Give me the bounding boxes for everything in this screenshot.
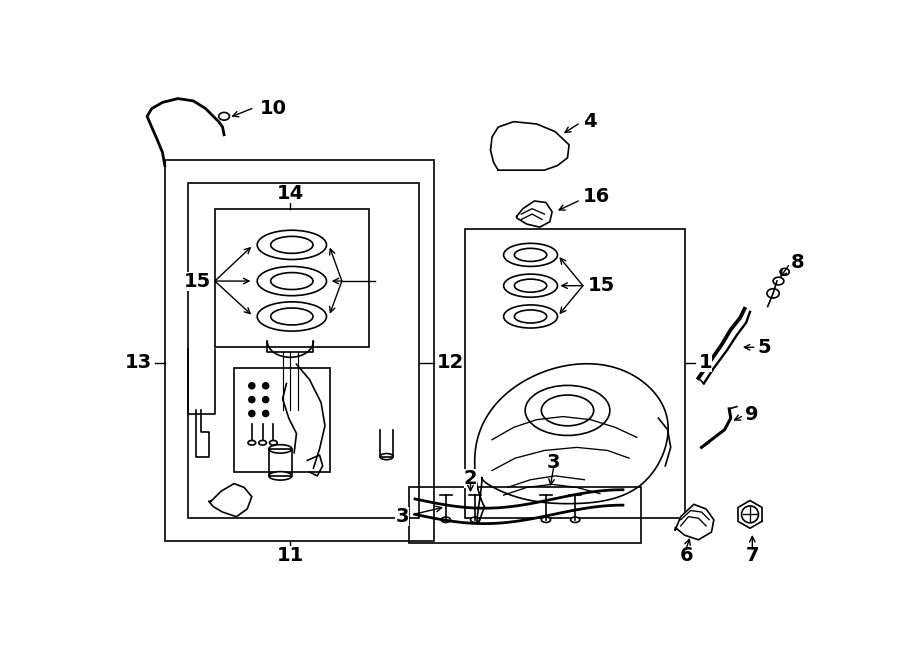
Polygon shape — [491, 122, 569, 170]
Bar — [188, 183, 418, 518]
Text: 8: 8 — [791, 253, 805, 272]
Ellipse shape — [531, 143, 542, 151]
Text: 4: 4 — [583, 112, 597, 131]
Text: 2: 2 — [464, 469, 477, 488]
Text: 16: 16 — [583, 187, 610, 206]
Ellipse shape — [380, 453, 393, 459]
Text: 11: 11 — [276, 546, 304, 564]
Ellipse shape — [219, 112, 230, 120]
Circle shape — [263, 397, 269, 403]
Text: 15: 15 — [589, 276, 616, 295]
Ellipse shape — [773, 277, 784, 285]
Ellipse shape — [508, 149, 519, 156]
Circle shape — [248, 383, 255, 389]
Ellipse shape — [258, 440, 266, 445]
Text: 13: 13 — [124, 353, 152, 372]
Text: 10: 10 — [259, 99, 286, 118]
Ellipse shape — [534, 145, 539, 149]
Ellipse shape — [441, 517, 451, 522]
Ellipse shape — [742, 506, 759, 523]
Ellipse shape — [780, 268, 789, 275]
Circle shape — [248, 410, 255, 416]
Ellipse shape — [248, 440, 256, 445]
Ellipse shape — [511, 151, 517, 155]
Bar — [165, 160, 435, 541]
Ellipse shape — [571, 517, 580, 522]
Text: 5: 5 — [758, 338, 771, 357]
Bar — [409, 487, 642, 543]
Circle shape — [263, 410, 269, 416]
Text: 3: 3 — [395, 507, 409, 526]
Bar — [465, 229, 685, 518]
Bar — [215, 209, 369, 347]
Ellipse shape — [541, 517, 551, 522]
Text: 7: 7 — [745, 546, 759, 564]
Polygon shape — [675, 504, 714, 540]
Ellipse shape — [269, 472, 292, 480]
Circle shape — [263, 383, 269, 389]
Text: 15: 15 — [184, 272, 211, 291]
Text: 12: 12 — [436, 353, 464, 372]
Text: 14: 14 — [276, 184, 304, 203]
Bar — [234, 368, 330, 472]
Text: 1: 1 — [698, 353, 712, 372]
Ellipse shape — [269, 440, 277, 445]
Ellipse shape — [767, 289, 779, 298]
Text: 9: 9 — [744, 405, 758, 424]
Circle shape — [248, 397, 255, 403]
Ellipse shape — [471, 517, 480, 522]
Text: 6: 6 — [680, 546, 693, 564]
Text: 3: 3 — [547, 453, 561, 472]
Ellipse shape — [269, 445, 292, 453]
Polygon shape — [517, 201, 552, 227]
